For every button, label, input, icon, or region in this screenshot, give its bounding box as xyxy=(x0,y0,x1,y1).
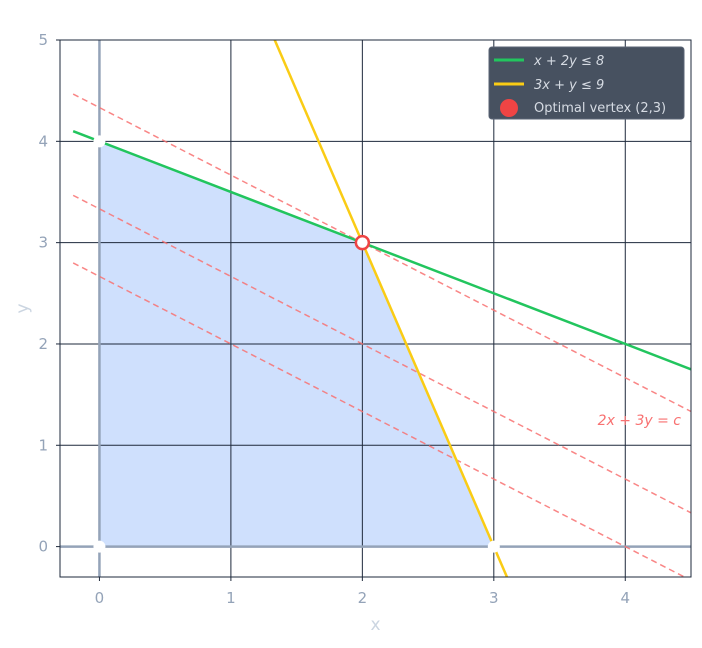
optimal-vertex-marker xyxy=(354,234,371,251)
objective-label: 2x + 3y = c xyxy=(598,413,682,429)
y-tick-label: 3 xyxy=(38,234,48,252)
y-tick-label: 0 xyxy=(38,538,48,556)
y-tick-label: 4 xyxy=(38,132,48,150)
legend-box xyxy=(488,46,685,120)
y-tick-label: 2 xyxy=(38,335,48,353)
y-tick-label: 5 xyxy=(38,31,48,49)
legend-label: Optimal vertex (2,3) xyxy=(534,101,666,116)
legend-label: x + 2y ≤ 8 xyxy=(533,54,604,69)
objective-line xyxy=(72,93,691,413)
plot-area xyxy=(60,40,691,577)
legend-marker xyxy=(500,99,518,117)
x-tick-label: 1 xyxy=(226,589,236,607)
plot-frame xyxy=(59,39,692,578)
vertex-marker xyxy=(93,135,106,148)
x-tick-label: 2 xyxy=(358,589,368,607)
constraint-line-2 xyxy=(273,40,509,577)
legend: x + 2y ≤ 8 3x + y ≤ 9 Optimal vertex (2,3) xyxy=(488,46,685,120)
y-axis-label: y xyxy=(13,303,33,313)
x-tick-label: 3 xyxy=(489,589,499,607)
x-tick-label: 0 xyxy=(95,589,105,607)
constraint-line-1 xyxy=(72,130,691,371)
objective-line xyxy=(72,262,687,577)
legend-label: 3x + y ≤ 9 xyxy=(534,78,604,93)
x-tick-label: 4 xyxy=(620,589,630,607)
y-tick-label: 1 xyxy=(38,436,48,454)
vertex-marker xyxy=(487,540,500,553)
x-axis-label: x xyxy=(370,615,380,635)
vertex-marker xyxy=(93,540,106,553)
objective-line xyxy=(72,194,691,514)
